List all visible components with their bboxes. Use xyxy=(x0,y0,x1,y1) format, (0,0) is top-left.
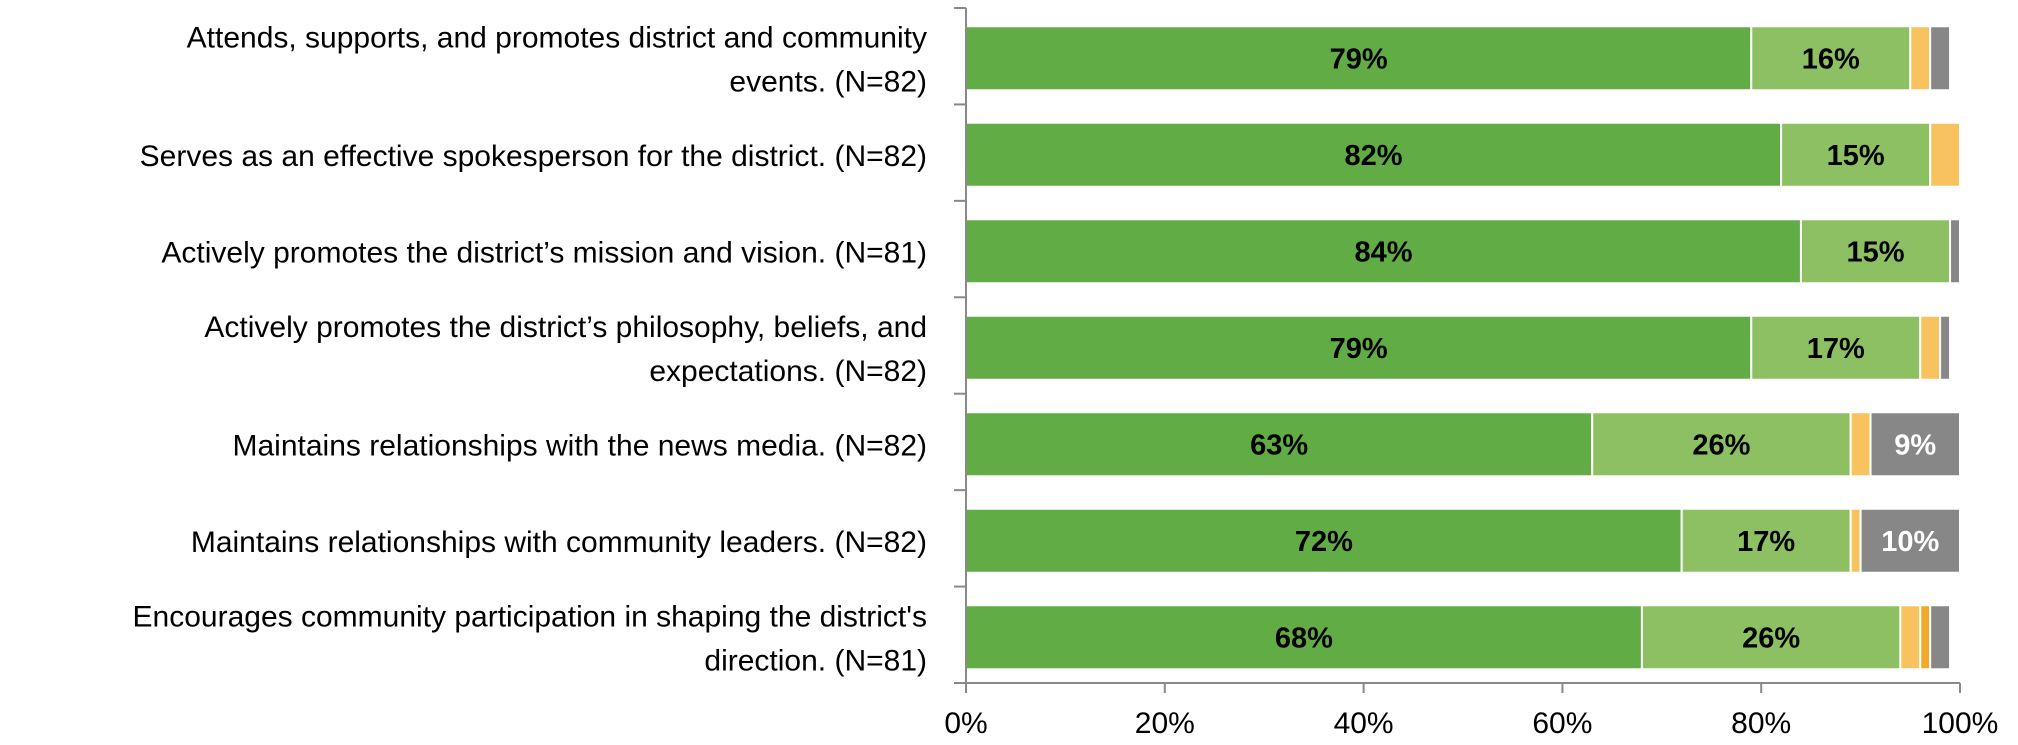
category-label: Actively promotes the district’s philoso… xyxy=(204,311,927,388)
bar-segment xyxy=(1780,121,1932,188)
category-label: Encourages community participation in sh… xyxy=(133,600,927,677)
bar-segment xyxy=(1869,411,1962,478)
x-tick-label: 80% xyxy=(1731,707,1791,740)
data-labels: 79% 16% 82% 15% 84% 15% 79% 17% 63% 26% 9% 72% 17% 10… xyxy=(1250,43,1939,654)
category-label-line: Maintains relationships with community l… xyxy=(191,526,927,559)
bar-segment xyxy=(1849,411,1872,478)
bar-segment xyxy=(1929,121,1962,188)
category-label: Maintains relationships with the news me… xyxy=(233,429,928,462)
bar-segment xyxy=(1899,604,1922,671)
data-label: 26% xyxy=(1692,429,1750,461)
category-label-line: Serves as an effective spokesperson for … xyxy=(140,140,927,173)
bar-segment xyxy=(1949,218,1962,285)
data-label: 17% xyxy=(1737,526,1795,558)
category-label: Maintains relationships with community l… xyxy=(191,526,927,559)
category-label-line: direction. (N=81) xyxy=(704,644,927,677)
bar-segment xyxy=(1799,218,1952,285)
category-label-line: Actively promotes the district’s mission… xyxy=(161,236,927,269)
x-tick-label: 60% xyxy=(1532,707,1592,740)
category-label-line: Actively promotes the district’s philoso… xyxy=(204,311,927,344)
bar-segment xyxy=(1849,507,1862,574)
category-label-line: expectations. (N=82) xyxy=(649,355,927,388)
data-label: 10% xyxy=(1881,526,1939,558)
category-label: Serves as an effective spokesperson for … xyxy=(140,140,927,173)
x-tick-label: 100% xyxy=(1922,707,1999,740)
bar-segment xyxy=(965,507,1683,574)
bar-segment xyxy=(965,25,1753,92)
bar-segment xyxy=(1859,507,1961,574)
bar-segment xyxy=(1640,604,1902,671)
bar-segment xyxy=(1750,25,1912,92)
data-label: 84% xyxy=(1354,236,1412,268)
category-labels: Attends, supports, and promotes district… xyxy=(133,21,927,677)
bar-segment xyxy=(965,314,1753,381)
bar-segment xyxy=(1909,25,1932,92)
data-label: 82% xyxy=(1345,140,1403,172)
axes xyxy=(954,7,1960,684)
bar-segments xyxy=(965,25,1962,671)
bar-segment xyxy=(1919,604,1932,671)
bar-segment xyxy=(1680,507,1852,574)
category-label: Actively promotes the district’s mission… xyxy=(161,236,927,269)
x-tick-label: 20% xyxy=(1135,707,1195,740)
data-label: 79% xyxy=(1330,43,1388,75)
data-label: 17% xyxy=(1807,333,1865,365)
bar-segment xyxy=(1919,314,1942,381)
x-tick-label: 0% xyxy=(944,707,987,740)
category-label-line: Maintains relationships with the news me… xyxy=(233,429,928,462)
bar-segment xyxy=(965,218,1802,285)
data-label: 79% xyxy=(1330,333,1388,365)
data-label: 26% xyxy=(1742,622,1800,654)
bar-segment xyxy=(965,604,1643,671)
category-label-line: Encourages community participation in sh… xyxy=(133,600,927,633)
data-label: 9% xyxy=(1894,429,1936,461)
bar-segment xyxy=(1591,411,1852,478)
data-label: 15% xyxy=(1846,236,1904,268)
category-label-line: events. (N=82) xyxy=(729,65,927,98)
data-label: 68% xyxy=(1275,622,1333,654)
data-label: 63% xyxy=(1250,429,1308,461)
bar-segment xyxy=(1929,604,1952,671)
x-axis-ticks: 0% 20% 40% 60% 80% 100% xyxy=(944,683,1998,740)
category-label-line: Attends, supports, and promotes district… xyxy=(187,21,927,54)
data-label: 72% xyxy=(1295,526,1353,558)
bar-segment xyxy=(1929,25,1952,92)
bar-segment xyxy=(1939,314,1952,381)
data-label: 16% xyxy=(1802,43,1860,75)
data-label: 15% xyxy=(1827,140,1885,172)
bar-segment xyxy=(965,411,1594,478)
category-label: Attends, supports, and promotes district… xyxy=(187,21,927,98)
x-tick-label: 40% xyxy=(1334,707,1394,740)
